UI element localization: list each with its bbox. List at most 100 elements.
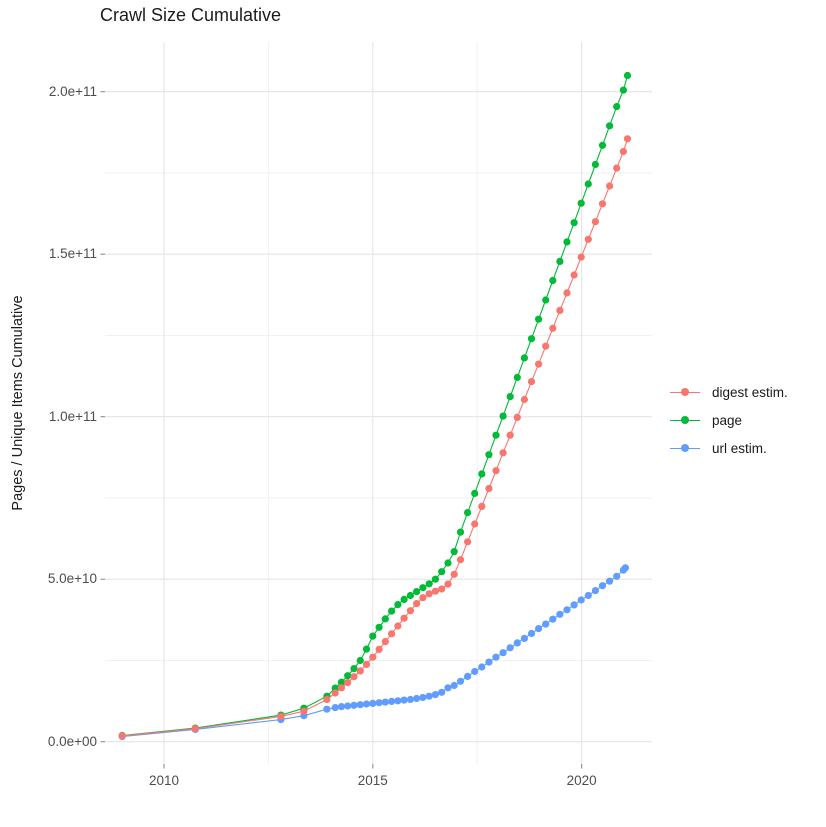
- data-point-page: [394, 601, 402, 609]
- data-point-page: [520, 354, 529, 362]
- data-point-page: [485, 451, 493, 459]
- data-point-url-estim-: [331, 704, 339, 712]
- data-point-page: [337, 678, 346, 686]
- data-point-page: [438, 568, 446, 576]
- data-point-digest-estim-: [499, 449, 507, 457]
- y-tick-label: 5.0e+10: [47, 571, 97, 587]
- data-point-digest-estim-: [464, 538, 472, 546]
- x-tick-label: 2010: [148, 773, 180, 788]
- data-point-digest-estim-: [513, 413, 521, 421]
- data-point-url-estim-: [598, 582, 607, 590]
- data-point-digest-estim-: [542, 342, 550, 350]
- data-point-url-estim-: [323, 705, 331, 713]
- data-point-page: [381, 615, 389, 623]
- data-point-digest-estim-: [323, 695, 331, 704]
- data-point-page: [444, 559, 452, 567]
- data-point-digest-estim-: [591, 218, 600, 226]
- data-point-page: [344, 672, 352, 680]
- data-point-digest-estim-: [191, 725, 199, 733]
- data-point-url-estim-: [450, 681, 458, 690]
- data-point-digest-estim-: [478, 502, 486, 510]
- data-point-url-estim-: [485, 658, 493, 666]
- legend-key-icon: [668, 441, 702, 455]
- data-point-url-estim-: [492, 653, 500, 661]
- data-point-page: [527, 335, 536, 343]
- x-tick-label: 2015: [357, 773, 388, 788]
- y-axis-title: Pages / Unique Items Cumulative: [10, 295, 26, 511]
- data-point-digest-estim-: [413, 600, 421, 608]
- data-point-url-estim-: [362, 700, 371, 708]
- data-point-digest-estim-: [556, 306, 564, 314]
- data-point-page: [623, 71, 632, 80]
- data-point-digest-estim-: [350, 673, 358, 681]
- data-point-page: [413, 588, 421, 596]
- data-point-page: [613, 103, 621, 111]
- data-point-url-estim-: [381, 698, 389, 706]
- data-point-page: [584, 180, 592, 188]
- data-point-digest-estim-: [485, 484, 493, 493]
- data-point-url-estim-: [506, 644, 514, 652]
- data-point-page: [563, 238, 571, 246]
- data-point-digest-estim-: [356, 667, 364, 675]
- data-point-url-estim-: [577, 596, 585, 604]
- data-point-url-estim-: [549, 615, 557, 623]
- legend-item: url estim.: [668, 434, 788, 462]
- data-point-url-estim-: [344, 702, 352, 710]
- data-point-digest-estim-: [549, 324, 557, 332]
- data-point-url-estim-: [369, 699, 377, 708]
- data-point-digest-estim-: [577, 253, 585, 261]
- data-point-page: [369, 632, 377, 640]
- data-point-url-estim-: [606, 577, 614, 585]
- data-point-url-estim-: [563, 606, 571, 614]
- data-point-url-estim-: [444, 684, 452, 692]
- data-point-page: [375, 623, 383, 631]
- data-point-page: [456, 528, 465, 536]
- data-point-url-estim-: [350, 701, 358, 709]
- data-point-url-estim-: [513, 639, 521, 647]
- data-point-digest-estim-: [375, 645, 383, 654]
- legend-key-icon: [668, 413, 702, 427]
- data-point-digest-estim-: [563, 289, 571, 297]
- data-point-digest-estim-: [570, 271, 578, 279]
- data-point-digest-estim-: [613, 164, 621, 172]
- data-point-digest-estim-: [337, 684, 346, 692]
- data-point-digest-estim-: [527, 378, 536, 386]
- legend-key-dot: [681, 416, 689, 424]
- data-point-digest-estim-: [394, 622, 402, 630]
- data-point-digest-estim-: [619, 147, 628, 156]
- data-point-digest-estim-: [438, 585, 446, 593]
- data-point-url-estim-: [542, 620, 550, 628]
- data-point-url-estim-: [478, 663, 486, 671]
- y-tick-label: 1.0e+11: [48, 408, 97, 424]
- data-point-page: [556, 257, 564, 265]
- data-point-digest-estim-: [535, 360, 543, 368]
- data-point-digest-estim-: [471, 520, 479, 528]
- data-point-url-estim-: [356, 701, 364, 709]
- data-point-url-estim-: [464, 672, 472, 681]
- data-point-digest-estim-: [381, 638, 389, 646]
- data-point-digest-estim-: [400, 614, 408, 622]
- legend-item-label: page: [712, 412, 743, 428]
- data-point-page: [406, 591, 414, 600]
- data-point-digest-estim-: [584, 235, 592, 243]
- data-point-digest-estim-: [456, 556, 465, 564]
- data-point-digest-estim-: [300, 707, 308, 715]
- data-point-digest-estim-: [444, 580, 452, 588]
- data-point-page: [356, 656, 364, 665]
- data-point-digest-estim-: [450, 570, 458, 578]
- legend-key-dot: [681, 444, 689, 452]
- data-point-page: [478, 470, 486, 478]
- data-point-digest-estim-: [431, 587, 439, 595]
- data-point-digest-estim-: [388, 630, 396, 638]
- data-point-digest-estim-: [406, 607, 414, 615]
- data-point-url-estim-: [406, 695, 414, 704]
- data-point-page: [450, 548, 458, 556]
- data-point-digest-estim-: [369, 653, 377, 661]
- data-point-url-estim-: [570, 601, 578, 609]
- data-point-url-estim-: [621, 564, 630, 572]
- data-point-url-estim-: [520, 634, 529, 643]
- data-point-page: [542, 296, 550, 304]
- data-point-url-estim-: [535, 625, 543, 633]
- legend-item-label: url estim.: [712, 440, 767, 456]
